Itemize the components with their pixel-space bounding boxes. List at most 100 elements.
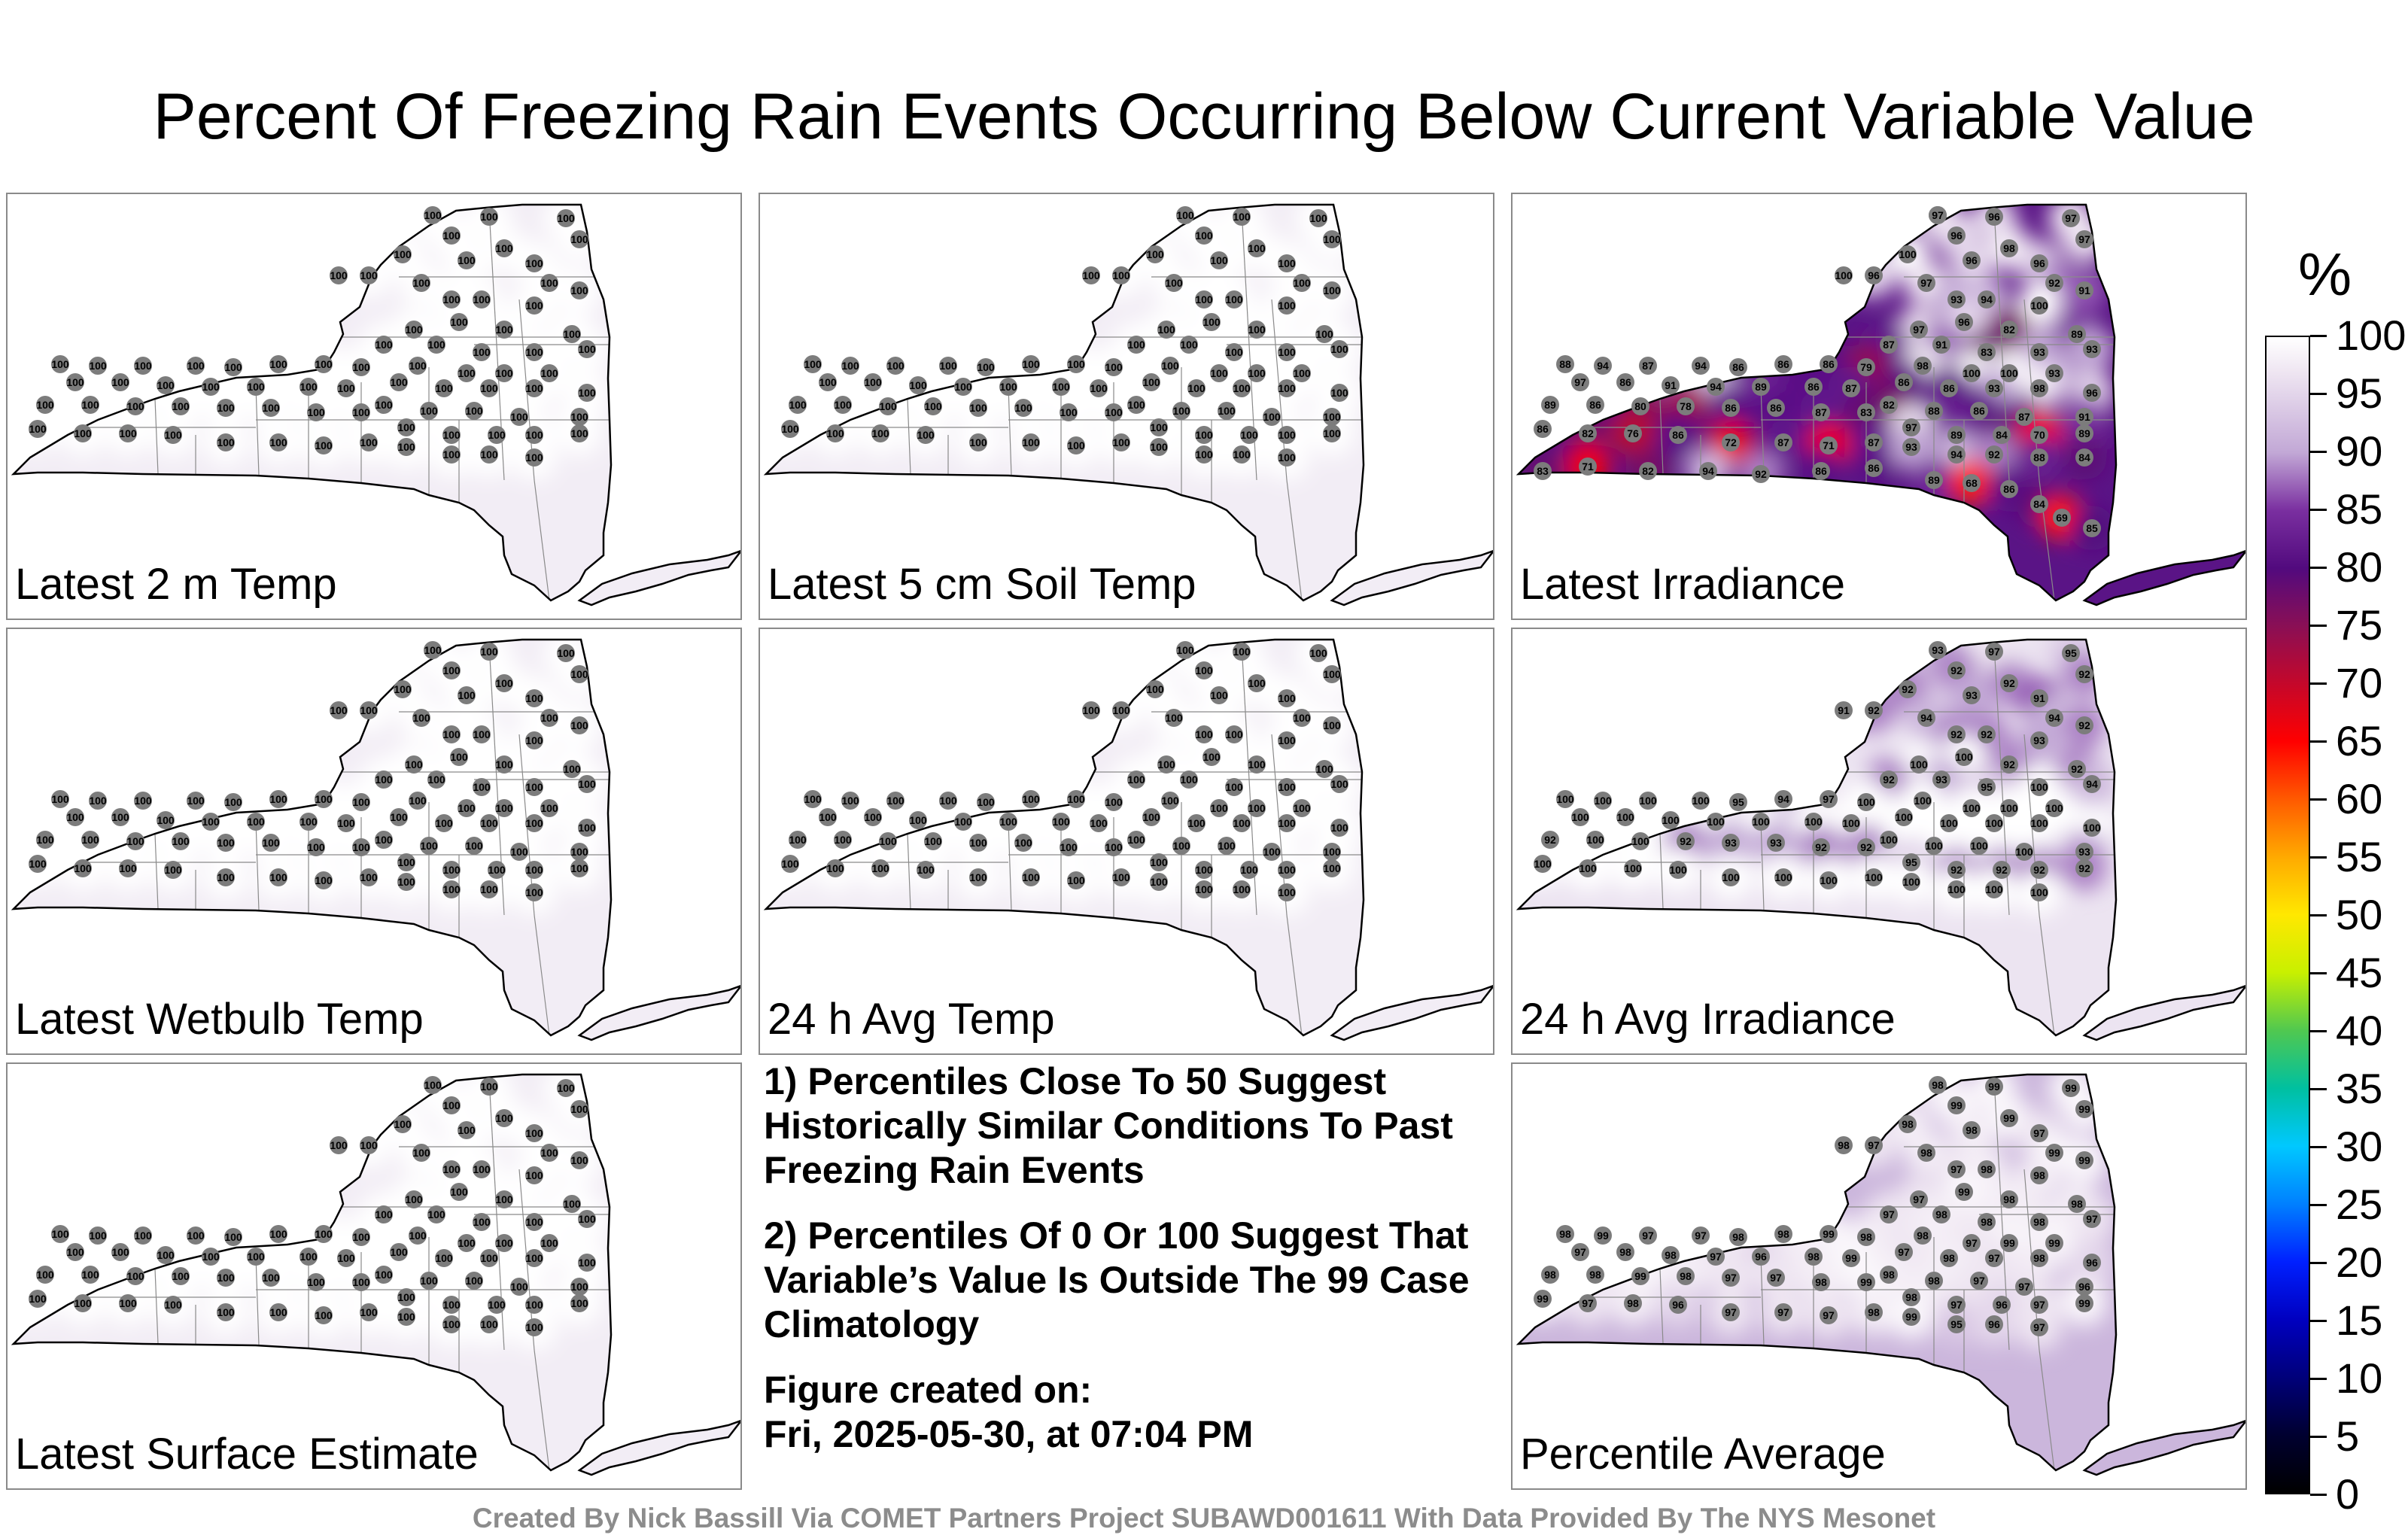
station-value: 100 <box>217 1272 235 1284</box>
station-value: 99 <box>1988 1081 2000 1093</box>
station-marker <box>1161 792 1179 810</box>
station-marker <box>1857 1273 1875 1291</box>
station-marker <box>89 1226 107 1245</box>
station-value: 100 <box>826 862 844 874</box>
station-value: 100 <box>337 1252 355 1264</box>
station-marker <box>1195 426 1213 444</box>
station-marker <box>480 643 498 661</box>
station-marker <box>1172 402 1190 420</box>
station-value: 100 <box>1022 871 1040 883</box>
station-marker <box>1541 1266 1559 1284</box>
station-marker <box>909 376 927 394</box>
station-value: 100 <box>480 646 498 658</box>
station-marker <box>1985 643 2003 661</box>
station-value: 100 <box>1195 728 1213 740</box>
station-marker <box>1902 1308 1920 1326</box>
map-panel-24h-avg-irradiance: 93 97 95 92 92 92 92 93 91 91 92 94 94 92 92 92 93 100 100… <box>1511 628 2247 1055</box>
colorbar-tick-label: 50 <box>2336 891 2383 938</box>
station-marker <box>1902 873 1920 891</box>
station-marker <box>224 1228 242 1246</box>
station-marker <box>405 321 423 339</box>
station-marker <box>1309 209 1327 227</box>
colorbar-tick <box>2310 393 2327 395</box>
station-marker <box>442 1296 461 1314</box>
station-value: 100 <box>1195 864 1213 876</box>
station-value: 100 <box>442 1163 461 1175</box>
station-value: 100 <box>1278 817 1296 829</box>
station-value: 99 <box>2078 1297 2090 1309</box>
figure-created-date: Fri, 2025-05-30, at 07:04 PM <box>764 1413 1254 1455</box>
station-value: 100 <box>262 1272 280 1284</box>
station-value: 100 <box>480 211 498 223</box>
station-value: 100 <box>939 795 957 807</box>
station-value: 100 <box>458 254 476 266</box>
station-marker <box>36 396 54 414</box>
station-value: 100 <box>299 381 318 393</box>
station-value: 92 <box>1902 683 1914 695</box>
station-value: 100 <box>864 811 882 823</box>
station-value: 100 <box>1195 883 1213 895</box>
state-outline <box>11 203 613 602</box>
station-marker <box>1616 1243 1634 1261</box>
station-marker <box>540 709 558 727</box>
station-marker <box>540 799 558 817</box>
station-value: 94 <box>2086 778 2098 790</box>
station-value: 100 <box>1662 814 1680 826</box>
station-marker <box>495 799 513 817</box>
station-value: 100 <box>299 816 318 828</box>
station-marker <box>495 674 513 692</box>
station-marker <box>2045 1234 2063 1252</box>
station-value: 92 <box>1544 834 1556 846</box>
station-marker <box>315 1306 333 1324</box>
station-value: 98 <box>2003 242 2015 254</box>
station-value: 92 <box>1883 774 1895 786</box>
station-marker <box>525 1213 543 1231</box>
station-marker <box>1752 1248 1770 1266</box>
station-value: 97 <box>2033 1127 2045 1139</box>
station-value: 100 <box>495 758 513 771</box>
station-marker <box>2000 755 2018 774</box>
station-marker <box>1240 426 1258 444</box>
station-marker <box>1993 426 2011 444</box>
station-value: 71 <box>1582 460 1594 473</box>
station-value: 100 <box>1090 817 1108 829</box>
station-value: 100 <box>1225 346 1243 358</box>
station-marker <box>352 1273 370 1291</box>
station-value: 100 <box>1293 802 1311 814</box>
station-marker <box>1323 230 1341 248</box>
station-value: 99 <box>2065 1082 2077 1094</box>
station-value: 100 <box>1902 876 1920 888</box>
station-marker <box>1278 448 1296 467</box>
station-marker <box>1677 1267 1695 1285</box>
station-value: 100 <box>420 405 438 417</box>
station-marker <box>224 793 242 811</box>
station-marker <box>394 1115 412 1133</box>
station-marker <box>427 771 445 789</box>
station-value: 100 <box>1157 758 1175 771</box>
station-marker <box>1820 436 1838 454</box>
station-marker <box>1820 1306 1838 1324</box>
station-value: 100 <box>1090 382 1108 394</box>
station-value: 78 <box>1680 400 1692 412</box>
colorbar-tick <box>2310 1088 2327 1090</box>
station-value: 97 <box>1770 1272 1782 1284</box>
station-value: 100 <box>1278 781 1296 793</box>
station-value: 100 <box>442 664 461 676</box>
station-value: 100 <box>299 1251 318 1263</box>
state-outline <box>1330 985 1493 1041</box>
station-value: 97 <box>1988 646 2000 658</box>
station-marker <box>495 755 513 774</box>
station-value: 98 <box>1917 1230 1929 1242</box>
station-value: 92 <box>2078 668 2090 680</box>
colorbar-tick <box>2310 567 2327 569</box>
station-value: 87 <box>1815 406 1827 418</box>
station-marker <box>164 1296 182 1314</box>
station-marker <box>111 1243 129 1261</box>
station-marker <box>435 1249 453 1267</box>
station-value: 98 <box>1868 1306 1880 1318</box>
station-marker <box>781 855 799 873</box>
station-value: 100 <box>172 1270 190 1282</box>
station-value: 100 <box>578 387 596 399</box>
station-value: 100 <box>164 1299 182 1311</box>
station-marker <box>1631 832 1649 850</box>
